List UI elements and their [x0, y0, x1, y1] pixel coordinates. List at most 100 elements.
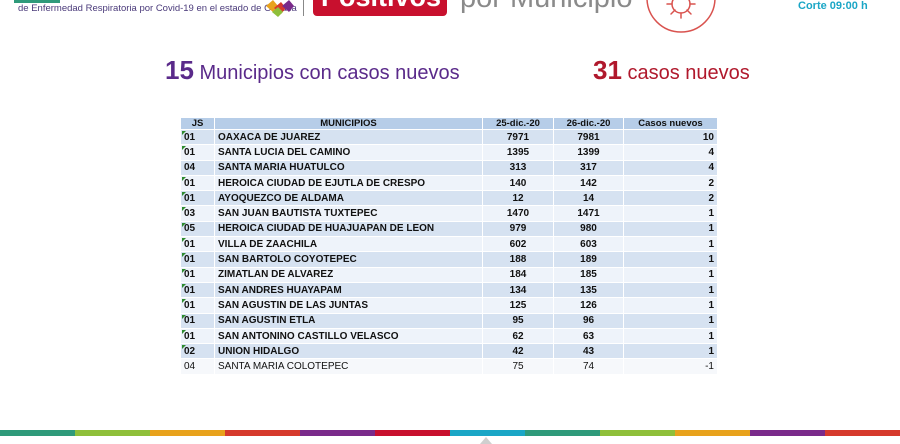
page-indicator-icon — [480, 437, 492, 444]
title-highlight-box: Positivos — [313, 0, 447, 16]
logo-divider — [303, 0, 304, 16]
table-row: 01 OAXACA DE JUAREZ 7971 7981 10 — [180, 128, 718, 146]
cell-26-dic: 603 — [553, 236, 624, 253]
cell-25-dic: 1470 — [482, 205, 554, 222]
cell-26-dic: 135 — [553, 281, 624, 299]
title-highlight: Positivos — [321, 0, 441, 13]
cell-municipio: AYOQUEZCO DE ALDAMA — [214, 190, 483, 207]
table-row: 01 HEROICA CIUDAD DE EJUTLA DE CRESPO 14… — [180, 174, 718, 192]
cell-26-dic: 96 — [553, 312, 624, 329]
cell-casos-nuevos: 1 — [623, 312, 718, 329]
header-date-25: 25-dic.-20 — [482, 117, 554, 130]
bottom-bar-segment — [825, 430, 900, 436]
header-date-26: 26-dic.-20 — [553, 117, 624, 130]
cell-25-dic: 7971 — [482, 128, 554, 146]
header-municipios: MUNICIPIOS — [214, 117, 483, 130]
table-row: 01 SAN BARTOLO COYOTEPEC 188 189 1 — [180, 251, 718, 268]
table-row: 05 HEROICA CIUDAD DE HUAJUAPAN DE LEON 9… — [180, 220, 718, 238]
header-subtitle: de Enfermedad Respiratoria por Covid-19 … — [18, 3, 297, 14]
table-row: 01 SAN AGUSTIN ETLA 95 96 1 — [180, 312, 718, 329]
bottom-bar-segment — [150, 430, 225, 436]
table-row: 01 SAN ANTONINO CASTILLO VELASCO 62 63 1 — [180, 327, 718, 345]
bottom-bar-segment — [225, 430, 300, 436]
bottom-bar-segment — [525, 430, 600, 436]
bottom-bar-segment — [600, 430, 675, 436]
table-row: 01 SAN AGUSTIN DE LAS JUNTAS 125 126 1 — [180, 297, 718, 314]
cell-municipio: SAN ANTONINO CASTILLO VELASCO — [214, 327, 483, 345]
cell-js: 01 — [180, 174, 215, 192]
cell-casos-nuevos: 1 — [623, 281, 718, 299]
cell-casos-nuevos: 1 — [623, 327, 718, 345]
table-row: 02 UNION HIDALGO 42 43 1 — [180, 343, 718, 360]
cell-25-dic: 12 — [482, 190, 554, 207]
cell-municipio: SAN BARTOLO COYOTEPEC — [214, 251, 483, 268]
bottom-bar-segment — [450, 430, 525, 436]
cell-municipio: SANTA LUCIA DEL CAMINO — [214, 144, 483, 161]
cell-municipio: HEROICA CIUDAD DE HUAJUAPAN DE LEON — [214, 220, 483, 238]
bottom-bar-segment — [0, 430, 75, 436]
cell-25-dic: 134 — [482, 281, 554, 299]
header-js: JS — [180, 117, 215, 130]
cell-js: 01 — [180, 128, 215, 146]
cell-casos-nuevos: 1 — [623, 251, 718, 268]
cell-municipio: SAN AGUSTIN ETLA — [214, 312, 483, 329]
cell-js: 01 — [180, 251, 215, 268]
cell-26-dic: 142 — [553, 174, 624, 192]
cell-casos-nuevos: 1 — [623, 266, 718, 283]
cell-js: 01 — [180, 144, 215, 161]
bottom-bar-segment — [75, 430, 150, 436]
cell-casos-nuevos: 4 — [623, 144, 718, 161]
cell-js: 01 — [180, 297, 215, 314]
cell-casos-nuevos: 2 — [623, 190, 718, 207]
cell-26-dic: 1399 — [553, 144, 624, 161]
cell-26-dic: 185 — [553, 266, 624, 283]
cell-municipio: SAN ANDRES HUAYAPAM — [214, 281, 483, 299]
table-row: 04 SANTA MARIA COLOTEPEC 75 74 -1 — [180, 358, 718, 375]
table-row: 01 SANTA LUCIA DEL CAMINO 1395 1399 4 — [180, 144, 718, 161]
cell-casos-nuevos: 1 — [623, 205, 718, 222]
cell-js: 01 — [180, 190, 215, 207]
cell-js: 01 — [180, 281, 215, 299]
cell-municipio: SANTA MARIA COLOTEPEC — [214, 358, 483, 375]
cell-casos-nuevos: -1 — [623, 358, 718, 375]
cell-casos-nuevos: 1 — [623, 236, 718, 253]
cell-municipio: SANTA MARIA HUATULCO — [214, 159, 483, 176]
cell-js: 01 — [180, 266, 215, 283]
municipios-count: 15 — [165, 55, 194, 85]
cell-26-dic: 74 — [553, 358, 624, 375]
cell-26-dic: 63 — [553, 327, 624, 345]
bottom-bar-segment — [675, 430, 750, 436]
cell-municipio: HEROICA CIUDAD DE EJUTLA DE CRESPO — [214, 174, 483, 192]
header-accent-line — [14, 0, 60, 3]
table-row: 04 SANTA MARIA HUATULCO 313 317 4 — [180, 159, 718, 176]
cell-25-dic: 62 — [482, 327, 554, 345]
cell-js: 04 — [180, 358, 215, 375]
cell-casos-nuevos: 10 — [623, 128, 718, 146]
cell-js: 04 — [180, 159, 215, 176]
cell-26-dic: 317 — [553, 159, 624, 176]
municipios-label: Municipios con casos nuevos — [199, 62, 460, 84]
virus-icon — [646, 0, 716, 33]
cell-js: 02 — [180, 343, 215, 360]
cell-25-dic: 602 — [482, 236, 554, 253]
cell-casos-nuevos: 1 — [623, 343, 718, 360]
cell-25-dic: 184 — [482, 266, 554, 283]
table-row: 01 SAN ANDRES HUAYAPAM 134 135 1 — [180, 281, 718, 299]
cell-26-dic: 1471 — [553, 205, 624, 222]
header-casos-nuevos: Casos nuevos — [623, 117, 718, 130]
municipios-table: JS MUNICIPIOS 25-dic.-20 26-dic.-20 Caso… — [180, 117, 718, 375]
cell-25-dic: 75 — [482, 358, 554, 375]
cutoff-time: Corte 09:00 h — [798, 0, 868, 12]
cell-js: 01 — [180, 312, 215, 329]
cell-casos-nuevos: 2 — [623, 174, 718, 192]
cell-25-dic: 979 — [482, 220, 554, 238]
cell-25-dic: 125 — [482, 297, 554, 314]
bottom-color-bar — [0, 430, 900, 436]
cell-js: 03 — [180, 205, 215, 222]
cell-municipio: VILLA DE ZAACHILA — [214, 236, 483, 253]
cell-26-dic: 980 — [553, 220, 624, 238]
cell-26-dic: 43 — [553, 343, 624, 360]
state-logo-icon — [266, 0, 294, 17]
table-row: 03 SAN JUAN BAUTISTA TUXTEPEC 1470 1471 … — [180, 205, 718, 222]
cell-26-dic: 14 — [553, 190, 624, 207]
